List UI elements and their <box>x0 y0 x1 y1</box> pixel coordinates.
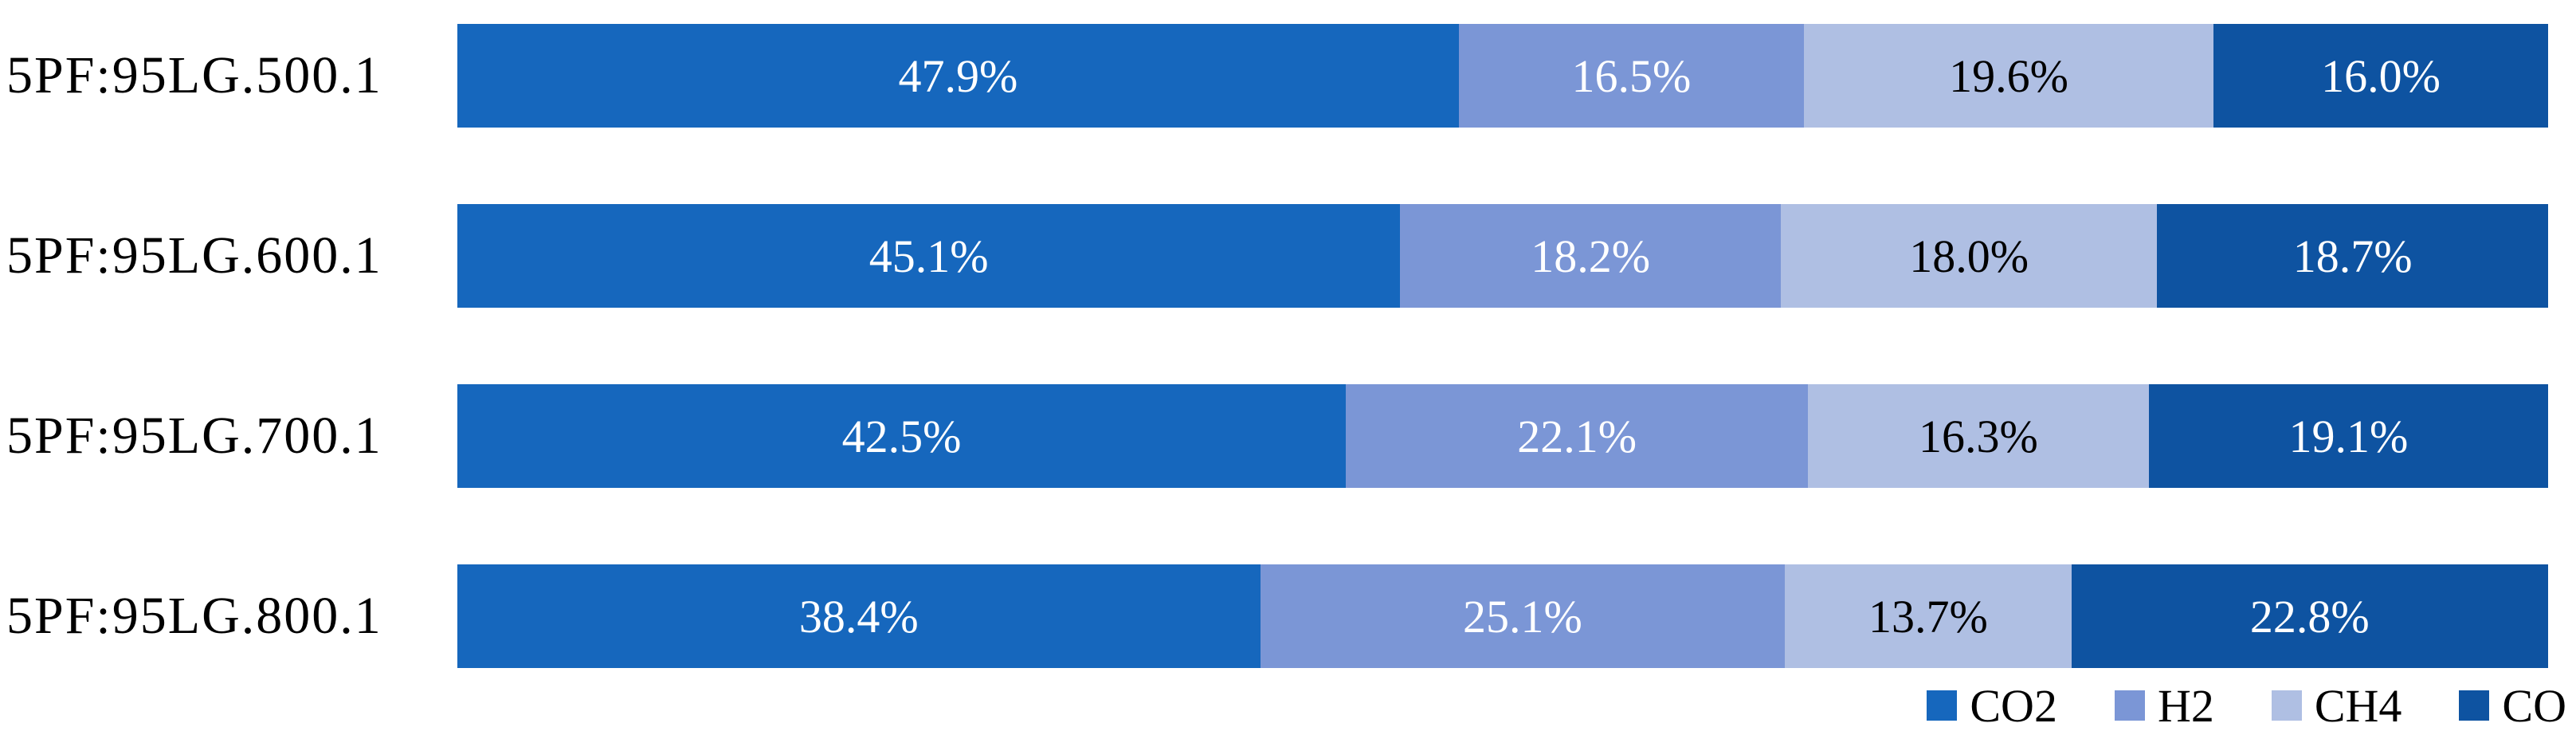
bar-segment-h2: 16.5% <box>1458 24 1804 128</box>
legend-swatch-icon <box>2459 690 2490 721</box>
bar-track: 38.4% 25.1% 13.7% 22.8% <box>457 564 2548 668</box>
value-label: 19.1% <box>2288 410 2409 462</box>
bar-segment-co: 18.7% <box>2157 204 2548 308</box>
value-label: 18.2% <box>1531 230 1651 282</box>
bar-segment-co2: 45.1% <box>457 204 1401 308</box>
legend-swatch-icon <box>1927 690 1958 721</box>
bar-segment-co2: 47.9% <box>457 24 1459 128</box>
legend-item-co2: CO2 <box>1927 679 2057 731</box>
legend-label: H2 <box>2157 679 2214 731</box>
value-label: 19.6% <box>1949 49 2068 102</box>
bar-segment-co: 22.8% <box>2071 564 2548 668</box>
bar-track: 45.1% 18.2% 18.0% 18.7% <box>457 204 2548 308</box>
legend-item-ch4: CH4 <box>2271 679 2402 731</box>
bar-segment-ch4: 13.7% <box>1785 564 2072 668</box>
bar-segment-co: 19.1% <box>2148 384 2548 488</box>
chart-row: 5PF:95LG.700.1 42.5% 22.1% 16.3% 19.1% <box>0 384 2576 488</box>
value-label: 16.5% <box>1571 49 1692 102</box>
value-label: 18.7% <box>2292 230 2413 282</box>
bar-segment-h2: 25.1% <box>1260 564 1786 668</box>
legend-item-co: CO <box>2459 679 2566 731</box>
value-label: 47.9% <box>898 49 1018 102</box>
bar-segment-ch4: 19.6% <box>1803 24 2214 128</box>
legend-swatch-icon <box>2114 690 2145 721</box>
bar-segment-co: 16.0% <box>2213 24 2548 128</box>
bar-segment-ch4: 16.3% <box>1808 384 2149 488</box>
category-label: 5PF:95LG.700.1 <box>6 407 382 465</box>
bar-segment-co2: 38.4% <box>457 564 1261 668</box>
bar-segment-ch4: 18.0% <box>1780 204 2158 308</box>
value-label: 16.0% <box>2321 49 2441 102</box>
value-label: 25.1% <box>1463 590 1582 643</box>
value-label: 22.1% <box>1517 410 1637 462</box>
value-label: 42.5% <box>841 410 962 462</box>
category-label: 5PF:95LG.800.1 <box>6 587 382 645</box>
value-label: 38.4% <box>798 590 919 643</box>
value-label: 45.1% <box>868 230 989 282</box>
bar-segment-co2: 42.5% <box>457 384 1347 488</box>
chart-row: 5PF:95LG.600.1 45.1% 18.2% 18.0% 18.7% <box>0 204 2576 308</box>
chart-legend: CO2 H2 CH4 CO <box>0 679 2576 731</box>
legend-label: CO2 <box>1970 679 2057 731</box>
bar-segment-h2: 22.1% <box>1346 384 1809 488</box>
value-label: 18.0% <box>1909 230 2029 282</box>
bar-segment-h2: 18.2% <box>1400 204 1781 308</box>
category-label: 5PF:95LG.500.1 <box>6 46 382 104</box>
legend-item-h2: H2 <box>2114 679 2214 731</box>
chart-rows: 5PF:95LG.500.1 47.9% 16.5% 19.6% 16.0% 5PF:95… <box>0 24 2576 668</box>
value-label: 22.8% <box>2249 590 2370 643</box>
chart-row: 5PF:95LG.500.1 47.9% 16.5% 19.6% 16.0% <box>0 24 2576 128</box>
legend-label: CH4 <box>2314 679 2402 731</box>
bar-track: 42.5% 22.1% 16.3% 19.1% <box>457 384 2548 488</box>
chart-row: 5PF:95LG.800.1 38.4% 25.1% 13.7% 22.8% <box>0 564 2576 668</box>
value-label: 16.3% <box>1919 410 2038 462</box>
legend-label: CO <box>2502 679 2566 731</box>
bar-track: 47.9% 16.5% 19.6% 16.0% <box>457 24 2548 128</box>
category-label: 5PF:95LG.600.1 <box>6 226 382 285</box>
legend-swatch-icon <box>2271 690 2302 721</box>
value-label: 13.7% <box>1868 590 1988 643</box>
